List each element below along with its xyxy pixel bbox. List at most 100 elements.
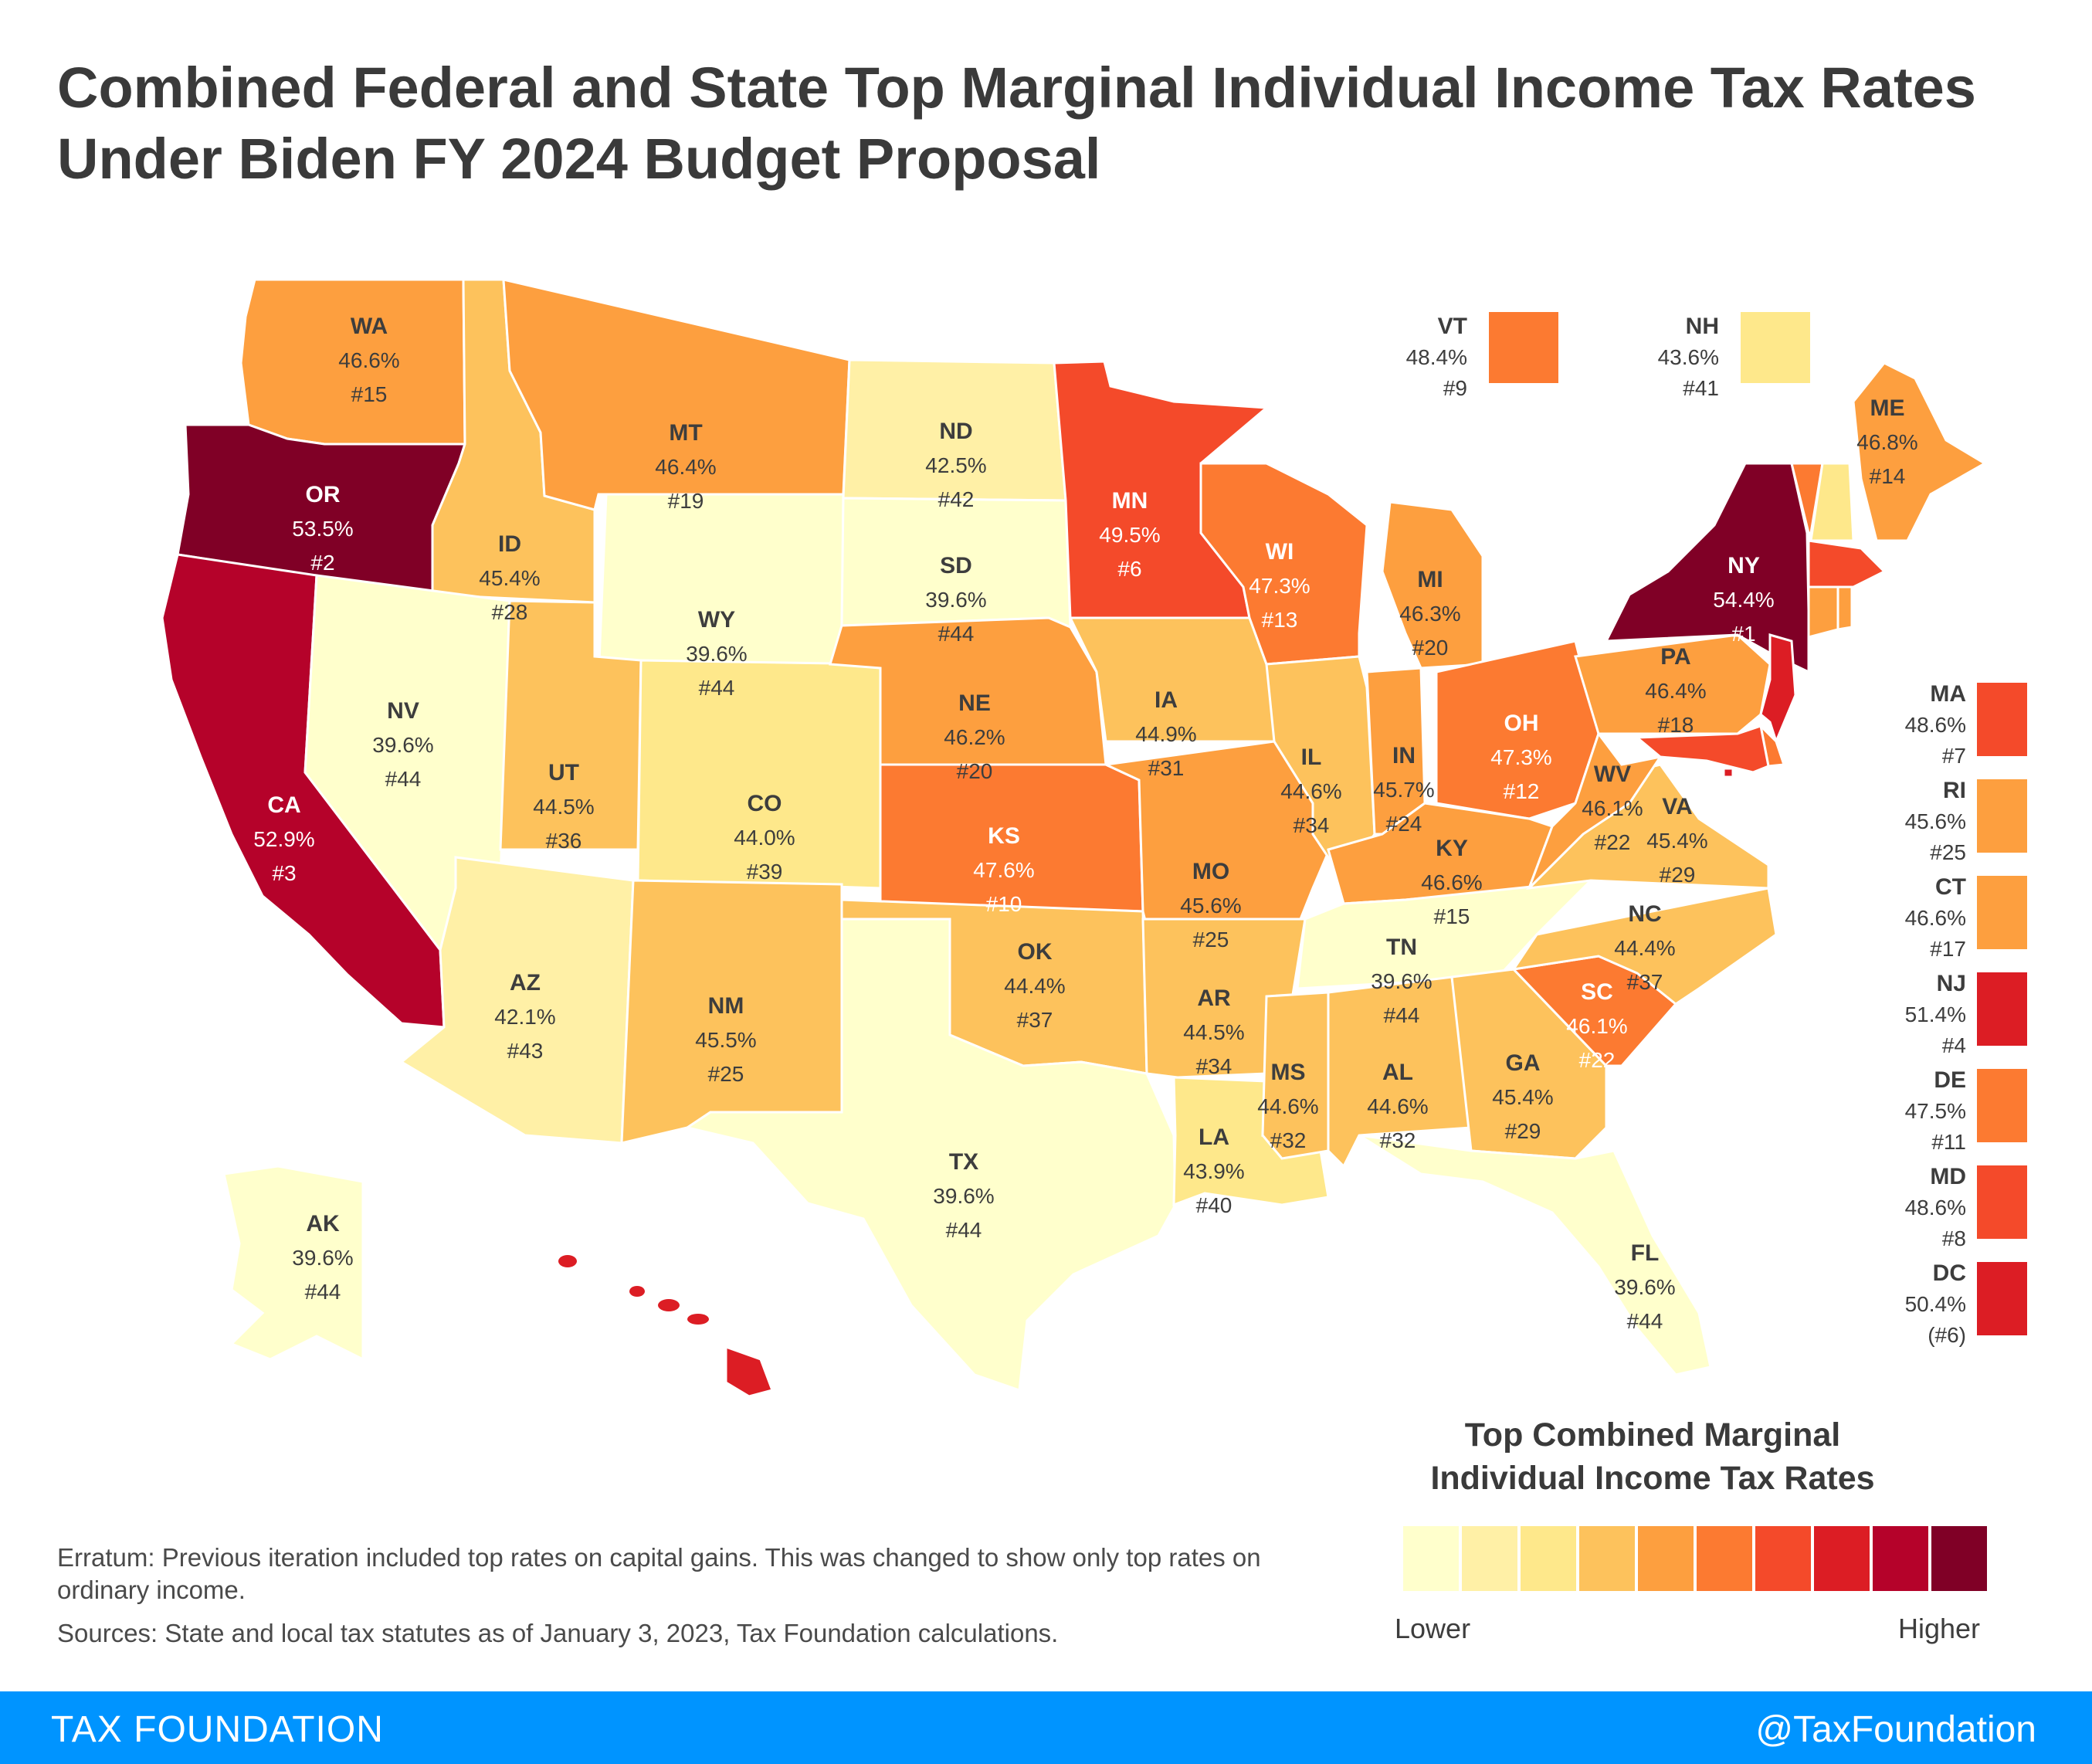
scale-swatch-3 [1521, 1526, 1579, 1591]
legend-title-line-2: Individual Income Tax Rates [1430, 1460, 1875, 1497]
state-rate-ga: 45.4% [1492, 1085, 1553, 1109]
state-rate-ky: 46.6% [1421, 870, 1482, 894]
state-shape-ms [1261, 991, 1330, 1160]
state-rank-ok: #37 [1017, 1008, 1053, 1032]
state-labels: WA 46.6% #15 OR 53.5% #2 CA 52.9% #3 ID 45.4% #28 NV… [253, 314, 1917, 1410]
state-abbr-mo: MO [1192, 859, 1229, 884]
state-abbr-me: ME [1870, 395, 1905, 421]
state-rank-ut: #36 [546, 829, 582, 853]
state-shape-hi [724, 1345, 774, 1398]
state-rate-mn: 49.5% [1099, 523, 1160, 547]
state-rank-pa: #18 [1658, 713, 1694, 737]
state-rate-az: 42.1% [494, 1005, 555, 1029]
state-abbr-sd: SD [940, 553, 972, 578]
state-rate-hi: 50.6% [609, 1352, 670, 1376]
state-rate-ia: 44.9% [1135, 722, 1196, 746]
small-state-rate-ct: 46.6% [1905, 906, 1966, 930]
state-shape-ri [1836, 585, 1853, 631]
state-rate-al: 44.6% [1367, 1094, 1428, 1118]
state-abbr-az: AZ [510, 970, 541, 996]
small-state-rate-dc: 50.4% [1905, 1292, 1966, 1316]
state-rank-va: #29 [1660, 863, 1696, 887]
scale-swatch-7 [1755, 1526, 1814, 1591]
state-abbr-or: OR [306, 482, 341, 507]
state-shape-mi [1381, 500, 1484, 670]
scale-swatch-10 [1931, 1526, 1990, 1591]
small-state-abbr-ma: MA [1930, 681, 1966, 707]
hawaii-island-2 [629, 1286, 645, 1297]
small-state-swatch-de [1977, 1069, 2027, 1142]
state-rank-ga: #29 [1505, 1119, 1541, 1143]
small-state-rank-nh: #41 [1683, 376, 1719, 400]
legend-low-label: Lower [1395, 1613, 1471, 1644]
small-state-swatch-nj [1977, 972, 2027, 1046]
state-rate-sc: 46.1% [1566, 1014, 1627, 1038]
small-state-rank-dc: (#6) [1928, 1323, 1966, 1347]
small-state-rate-de: 47.5% [1905, 1099, 1966, 1123]
state-rank-co: #39 [747, 860, 783, 884]
hawaii-island-1 [558, 1255, 577, 1267]
state-abbr-fl: FL [1631, 1240, 1660, 1266]
state-rate-wa: 46.6% [338, 348, 399, 372]
state-abbr-ny: NY [1728, 553, 1760, 578]
footer-handle[interactable]: @TaxFoundation [1755, 1709, 2036, 1750]
small-state-abbr-dc: DC [1933, 1260, 1966, 1286]
small-state-rate-ma: 48.6% [1905, 713, 1966, 737]
scale-swatch-8 [1814, 1526, 1873, 1591]
small-state-swatch-dc [1977, 1262, 2027, 1335]
state-rate-ar: 44.5% [1183, 1020, 1244, 1044]
state-shape-ak [222, 1165, 364, 1362]
small-state-rank-ma: #7 [1942, 744, 1966, 768]
state-abbr-ca: CA [267, 792, 300, 818]
state-shape-tn [1296, 879, 1595, 990]
state-abbr-mt: MT [669, 420, 702, 446]
state-rank-mi: #20 [1412, 636, 1449, 660]
state-abbr-nd: ND [939, 419, 972, 444]
state-rate-tx: 39.6% [933, 1184, 994, 1208]
state-abbr-wv: WV [1594, 762, 1631, 787]
state-rate-nc: 44.4% [1614, 936, 1675, 960]
small-state-rate-nj: 51.4% [1905, 1002, 1966, 1026]
small-state-rank-ri: #25 [1930, 840, 1966, 864]
sources-note: Sources: State and local tax statutes as… [57, 1619, 1059, 1647]
state-rank-tx: #44 [946, 1218, 982, 1242]
state-rate-ms: 44.6% [1257, 1094, 1318, 1118]
state-rank-fl: #44 [1627, 1309, 1663, 1333]
small-state-rank-nj: #4 [1942, 1033, 1966, 1057]
small-state-rate-vt: 48.4% [1406, 345, 1467, 369]
state-shape-md [1634, 724, 1770, 774]
small-state-swatch-vt [1489, 312, 1558, 383]
state-rank-ne: #20 [957, 759, 993, 783]
small-state-swatch-md [1977, 1165, 2027, 1239]
state-rank-il: #34 [1294, 813, 1330, 837]
small-state-rank-ct: #17 [1930, 937, 1966, 961]
state-rank-ks: #10 [986, 892, 1022, 916]
state-abbr-co: CO [748, 791, 782, 816]
small-state-abbr-nj: NJ [1937, 971, 1966, 996]
state-abbr-sc: SC [1581, 979, 1613, 1005]
state-rank-oh: #12 [1504, 779, 1540, 803]
color-scale-bar [1403, 1526, 1990, 1591]
small-state-abbr-nh: NH [1686, 314, 1719, 339]
small-state-swatch-ma [1977, 683, 2027, 756]
state-rate-or: 53.5% [292, 517, 353, 541]
state-abbr-ar: AR [1197, 985, 1231, 1011]
state-rate-sd: 39.6% [925, 588, 986, 612]
state-rate-nd: 42.5% [925, 453, 986, 477]
state-rank-la: #40 [1196, 1193, 1232, 1217]
state-rank-wa: #15 [351, 382, 388, 406]
state-rate-la: 43.9% [1183, 1159, 1244, 1183]
state-abbr-mn: MN [1112, 488, 1148, 514]
state-rate-mi: 46.3% [1399, 602, 1460, 626]
state-rate-nm: 45.5% [695, 1028, 756, 1052]
state-rate-wi: 47.3% [1249, 574, 1310, 598]
state-abbr-ak: AK [306, 1211, 340, 1236]
state-rate-ut: 44.5% [533, 795, 594, 819]
state-rank-nc: #37 [1627, 970, 1663, 994]
state-shape-dc [1722, 767, 1734, 779]
state-rate-nv: 39.6% [372, 733, 433, 757]
state-abbr-tn: TN [1386, 935, 1417, 960]
footer-bar: TAX FOUNDATION @TaxFoundation [0, 1691, 2092, 1764]
small-state-abbr-vt: VT [1438, 314, 1467, 339]
